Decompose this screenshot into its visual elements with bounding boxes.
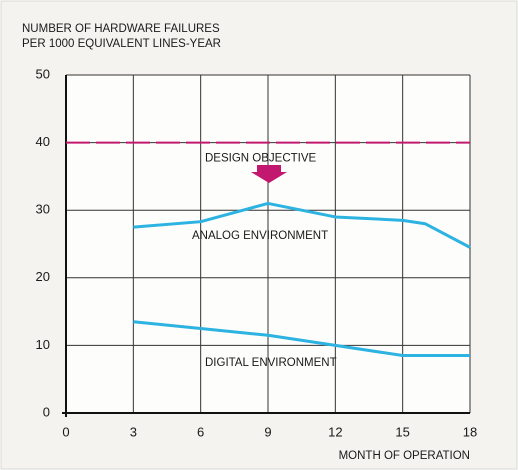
data-line xyxy=(133,320,470,358)
title-line: PER 1000 EQUIVALENT LINES-YEAR xyxy=(22,38,221,50)
y-tick-label: 40 xyxy=(36,134,50,149)
y-tick-label: 20 xyxy=(36,269,50,284)
x-tick-label: 18 xyxy=(463,424,477,439)
series-label: ANALOG ENVIRONMENT xyxy=(192,230,328,242)
y-tick-label: 0 xyxy=(43,404,50,419)
x-tick-label: 6 xyxy=(197,424,204,439)
y-tick-label: 10 xyxy=(36,337,50,352)
arrow xyxy=(251,165,287,183)
title-line: NUMBER OF HARDWARE FAILURES xyxy=(22,23,220,35)
data-line xyxy=(133,201,471,249)
x-axis-label: MONTH OF OPERATION xyxy=(339,450,470,462)
y-tick-label: 50 xyxy=(36,66,50,81)
x-tick-label: 0 xyxy=(62,424,69,439)
x-tick-label: 9 xyxy=(264,424,271,439)
x-tick-label: 15 xyxy=(395,424,409,439)
x-tick-label: 12 xyxy=(328,424,342,439)
series-label: DIGITAL ENVIRONMENT xyxy=(205,357,337,369)
x-tick-label: 3 xyxy=(130,424,137,439)
reference-label: DESIGN OBJECTIVE xyxy=(205,153,317,165)
y-tick-label: 30 xyxy=(36,202,50,217)
